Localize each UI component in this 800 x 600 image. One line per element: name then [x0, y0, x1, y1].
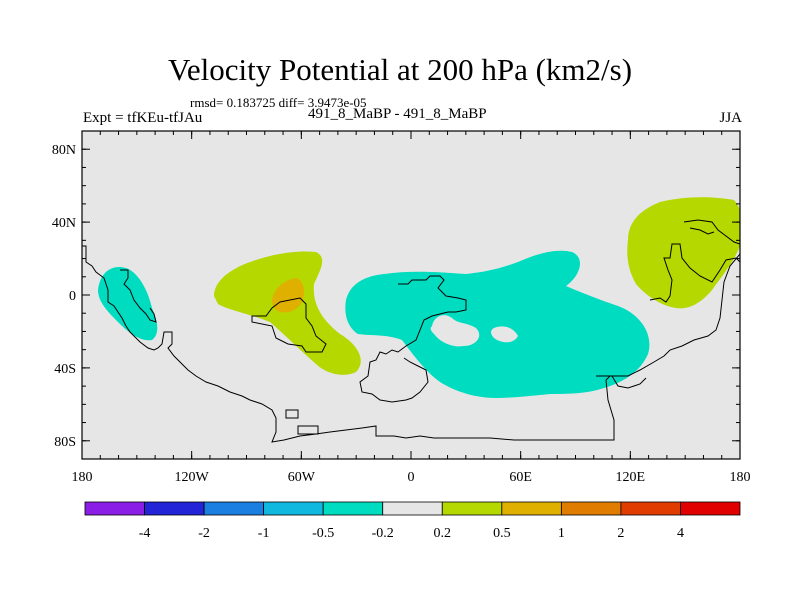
- x-tick-label: 180: [730, 470, 751, 485]
- x-tick-label: 0: [408, 470, 415, 485]
- x-tick-label: 60E: [509, 470, 532, 485]
- colorbar-swatch: [680, 501, 741, 516]
- colorbar-label: -2: [198, 526, 210, 541]
- x-tick-label: 180: [72, 470, 93, 485]
- colorbar-swatch: [144, 501, 205, 516]
- colorbar-label: -4: [139, 526, 151, 541]
- y-tick-label: 40N: [52, 216, 76, 231]
- colorbar-label: -1: [258, 526, 270, 541]
- coastline-east-asia: [649, 219, 740, 303]
- y-tick-label: 40S: [54, 362, 76, 377]
- negative-region-east-pacific: [98, 266, 158, 341]
- colorbar-swatch: [322, 501, 384, 516]
- positive-region-west-pacific: [627, 197, 740, 309]
- colorbar-label: 0.2: [434, 526, 452, 541]
- experiment-label: Expt = tfKEu-tfJAu: [83, 110, 203, 126]
- case-label: 491_8_MaBP - 491_8_MaBP: [308, 106, 487, 122]
- colorbar-label: 4: [677, 526, 684, 541]
- coastline-africa: [359, 275, 467, 403]
- colorbar-swatch: [441, 501, 503, 516]
- colorbar-swatch: [560, 501, 622, 516]
- positive-region-south-america: [214, 251, 361, 375]
- coastlines: [82, 219, 740, 443]
- colorbar-swatch: [263, 501, 324, 516]
- positive-max-region: [272, 278, 304, 313]
- y-tick-label: 80S: [54, 435, 76, 450]
- coastline-north-america: [82, 245, 740, 443]
- season-label: JJA: [719, 110, 742, 126]
- x-tick-label: 120E: [616, 470, 646, 485]
- colorbar-label: -0.5: [312, 526, 334, 541]
- chart-title: Velocity Potential at 200 hPa (km2/s): [167, 52, 633, 87]
- colorbar-label: 1: [558, 526, 565, 541]
- colorbar-swatch: [84, 501, 145, 516]
- colorbar-label: 0.5: [493, 526, 511, 541]
- colorbar-swatch: [382, 501, 443, 516]
- negative-region-africa-indian-ocean: [345, 250, 650, 398]
- map-axes: 180 120W 60W 0 60E 120E 180 80N 40N 0 40S 80S: [52, 131, 751, 485]
- coastline-antarctic-islands: [285, 409, 319, 435]
- coastline-south-asia: [596, 375, 647, 389]
- coastline-central-america: [120, 269, 157, 323]
- x-tick-label: 60W: [288, 470, 316, 485]
- stats-line: rmsd= 0.183725 diff= 3.9473e-05: [190, 95, 367, 110]
- colorbar-swatch: [203, 501, 265, 516]
- colorbar-swatch: [620, 501, 681, 516]
- colorbar-swatch: [501, 501, 562, 516]
- x-tick-label: 120W: [175, 470, 210, 485]
- colorbar: -4 -2 -1 -0.5 -0.2 0.2 0.5 1 2 4: [84, 501, 741, 541]
- coastline-south-america: [251, 297, 327, 353]
- colorbar-label: -0.2: [372, 526, 394, 541]
- y-tick-label: 0: [69, 289, 76, 304]
- y-tick-label: 80N: [52, 143, 76, 158]
- colorbar-label: 2: [617, 526, 624, 541]
